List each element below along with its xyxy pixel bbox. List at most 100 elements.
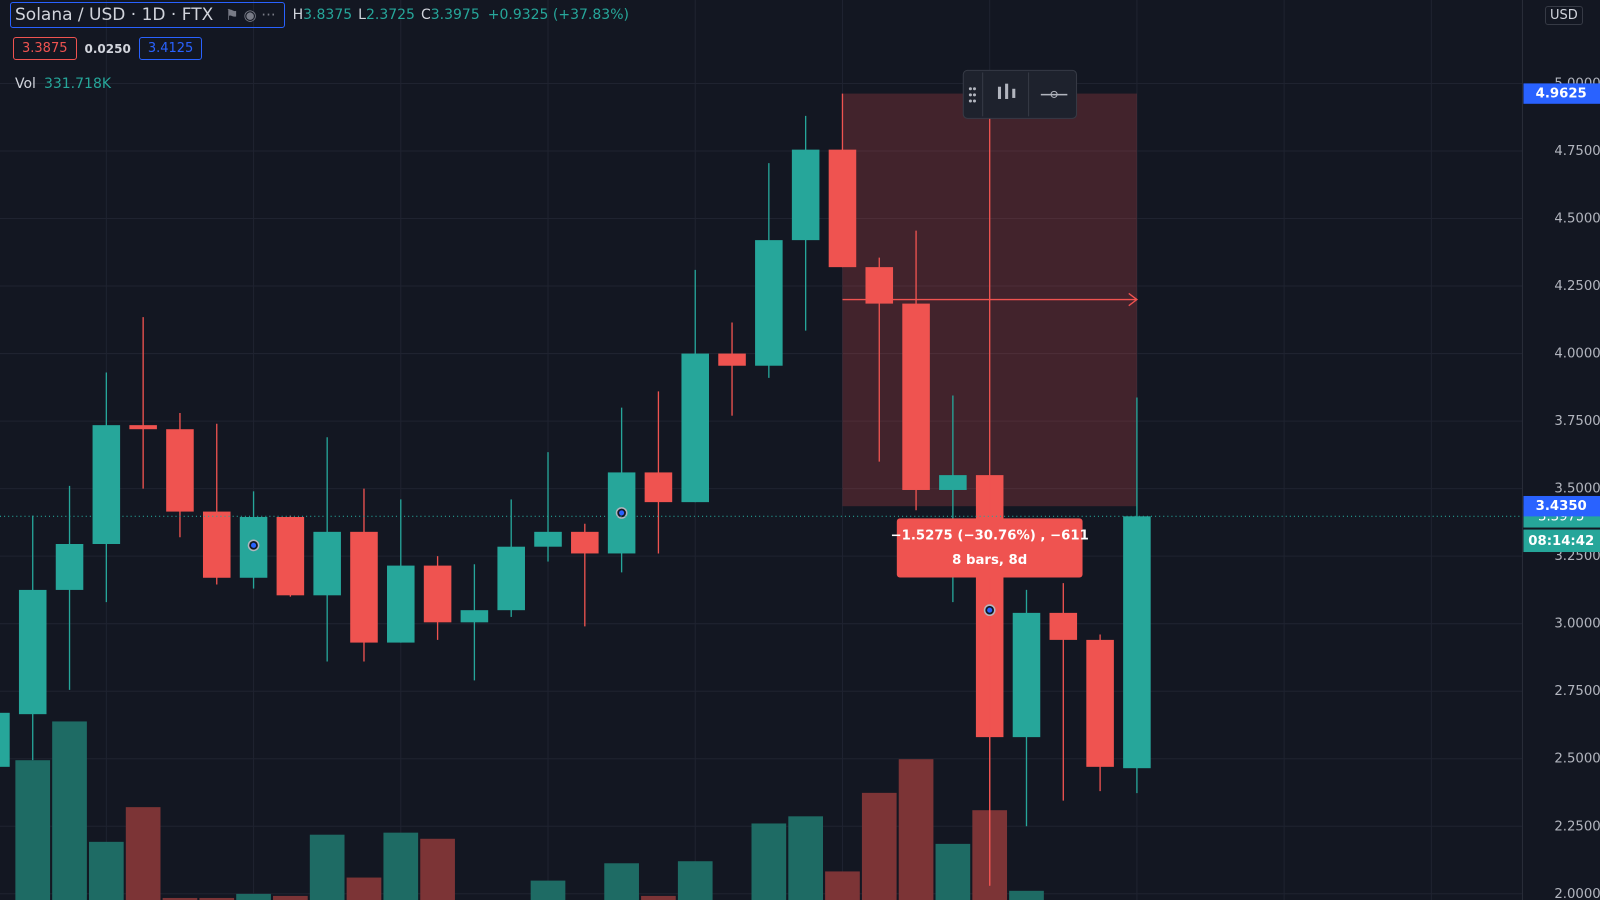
ohlc-value: 2.3725 [365,7,415,23]
ohlc-key: L [358,7,366,23]
volume-bar [677,861,713,900]
candle-body [0,712,10,767]
volume-bar [236,893,271,900]
candle-body [1012,612,1041,738]
candle-body [55,543,84,590]
candle-body [350,531,378,643]
volume-label: Vol [15,76,36,92]
y-tick-label: 4.2500 [1554,279,1600,294]
y-tick-label: 3.5000 [1554,482,1600,497]
candle-body [313,531,341,596]
volume-legend: Vol 331.718K [15,76,111,92]
price-tag-label: 3.4350 [1536,499,1587,514]
y-tick-label: 3.2500 [1554,549,1600,564]
symbol-bar: Solana / USD · 1D · FTX ⚑ ◉ ··· H3.8375 L… [10,2,629,28]
price-axis [1522,0,1600,900]
candle-body [534,531,562,547]
volume-bar [162,897,198,900]
spread: 0.0250 [84,41,131,56]
candle-body [276,516,305,596]
candle-body [681,353,710,503]
measure-label: −1.5275 (−30.76%) , −611 [891,529,1089,544]
volume-bar [898,759,934,900]
trade-buttons: 3.3875 0.0250 3.4125 [13,37,203,60]
candle-body [1123,516,1151,769]
symbol-title: Solana / USD · 1D · FTX [15,5,214,25]
y-tick-label: 4.7500 [1554,144,1600,159]
event-dot [619,510,625,516]
ohlc-item: C3.3975 [421,7,480,23]
candle-body [460,610,489,623]
event-dot [987,607,993,613]
volume-bar [935,843,971,900]
volume-bar [273,895,308,900]
symbol-box[interactable]: Solana / USD · 1D · FTX ⚑ ◉ ··· [10,2,285,28]
ohlc-value: 3.3975 [430,7,480,23]
candle-body [202,511,231,578]
currency-button[interactable]: USD [1545,6,1583,25]
volume-bar [604,863,639,900]
volume-bar [199,897,235,900]
candle-body [1049,612,1078,640]
candle-body [755,240,783,366]
y-tick-label: 2.0000 [1554,887,1600,900]
price-tag [1523,495,1600,517]
candle-body [129,425,157,430]
sell-button[interactable]: 3.3875 [13,37,77,60]
ohlc-key: H [292,7,304,23]
ohlc-key: C [420,7,431,23]
candle-body [828,149,857,268]
y-tick-label: 2.7500 [1554,684,1600,699]
toolbar-icons [968,83,1068,103]
ohlc-item: L2.3725 [358,7,415,23]
candle-body [865,267,894,304]
volume-bar [88,841,124,900]
y-tick-label: 4.5000 [1554,212,1600,227]
volume-bar [641,895,676,900]
ohlc-item: H3.8375 [293,7,353,23]
candle-body [387,565,415,643]
volume-bar [530,880,566,900]
candle-body [644,472,673,503]
measure-sublabel: 8 bars, 8d [952,553,1027,568]
ohlc-legend: H3.8375 L2.3725 C3.3975 [293,7,480,23]
volume-bar [346,877,382,900]
candle-body [497,546,525,611]
y-tick-label: 2.5000 [1554,752,1600,767]
volume-bar [309,834,345,900]
y-tick-label: 3.0000 [1554,617,1600,632]
change: +0.9325 (+37.83%) [487,7,629,23]
floating-toolbar[interactable] [962,69,1078,119]
volume-bar [1009,890,1044,900]
candle-body [791,149,820,241]
event-dot [251,542,257,548]
candle-body [939,475,967,490]
candle-body [18,589,47,715]
volume-bar [825,871,860,900]
y-tick-label: 4.0000 [1554,347,1600,362]
volume-bar [788,816,823,900]
countdown-tag [1523,529,1600,553]
volume-value: 331.718K [43,76,112,92]
candle-body [1086,639,1114,767]
symbol-icons: ⚑ ◉ ··· [225,6,276,24]
candle-body [92,425,121,544]
volume-bar [52,721,87,900]
arrow-head [1128,292,1139,307]
price-tag [1523,83,1600,104]
ohlc-value: 3.8375 [303,7,353,23]
price-tag-label: 4.9625 [1536,87,1587,102]
y-tick-label: 2.2500 [1554,819,1600,834]
volume-bar [383,832,419,900]
candle-body [718,353,746,366]
candle-body [423,565,452,623]
buy-button[interactable]: 3.4125 [138,37,203,60]
candle-body [166,429,194,512]
volume-bar [15,760,51,900]
measure-label-box [896,518,1083,578]
y-tick-label: 3.7500 [1554,414,1600,429]
volume-bar [751,823,787,900]
